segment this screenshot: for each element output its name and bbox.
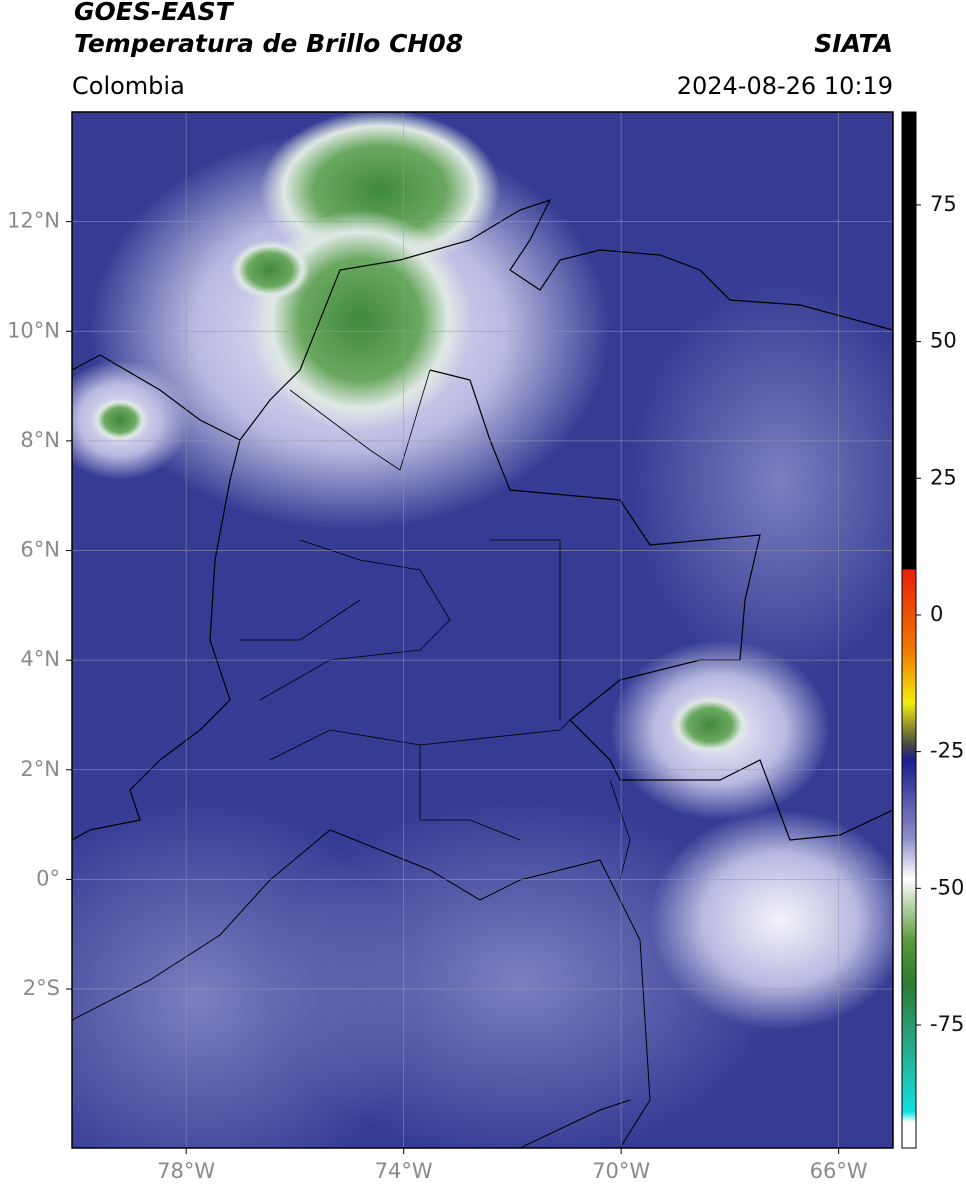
colorbar-tick-label: 25: [930, 465, 957, 489]
source: SIATA: [814, 29, 893, 58]
lon-tick-label: 70°W: [592, 1159, 650, 1183]
colorbar-tick-label: -75: [930, 1012, 964, 1036]
graticule: [72, 112, 893, 1148]
lon-tick-label: 78°W: [157, 1159, 215, 1183]
subtitle: Temperatura de Brillo CH08: [74, 29, 463, 58]
colorbar-tick-label: 75: [930, 192, 957, 216]
lat-tick-label: 12°N: [7, 209, 60, 233]
colorbar: [901, 111, 917, 1149]
lat-tick-label: 0°: [36, 866, 60, 890]
title: GOES-EAST: [74, 0, 235, 26]
lat-tick-label: 6°N: [20, 538, 60, 562]
datetime: 2024-08-26 10:19: [677, 72, 893, 100]
satellite-image: [72, 112, 893, 1148]
lat-tick-label: 8°N: [20, 428, 60, 452]
region: Colombia: [72, 72, 185, 100]
map-frame: [71, 111, 894, 1149]
lat-tick-label: 2°S: [23, 976, 60, 1000]
lat-tick-label: 10°N: [7, 318, 60, 342]
lat-tick-label: 4°N: [20, 647, 60, 671]
colorbar-tick-label: 50: [930, 329, 957, 353]
lon-tick-label: 74°W: [375, 1159, 433, 1183]
lat-tick-label: 2°N: [20, 757, 60, 781]
colorbar-tick-label: -25: [930, 739, 964, 763]
colorbar-tick-label: -50: [930, 875, 964, 899]
colorbar-tick-label: 0: [930, 602, 943, 626]
lon-tick-label: 66°W: [810, 1159, 868, 1183]
